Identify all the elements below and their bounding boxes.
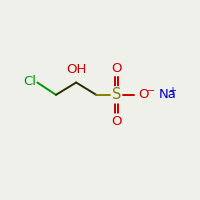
Text: Na: Na: [158, 88, 176, 101]
Text: Cl: Cl: [23, 75, 36, 88]
Text: O: O: [111, 115, 122, 128]
Text: OH: OH: [66, 63, 86, 76]
Text: −: −: [147, 86, 155, 96]
Text: O: O: [138, 88, 149, 101]
Text: +: +: [168, 86, 176, 96]
Text: O: O: [111, 62, 122, 75]
Text: S: S: [112, 87, 121, 102]
